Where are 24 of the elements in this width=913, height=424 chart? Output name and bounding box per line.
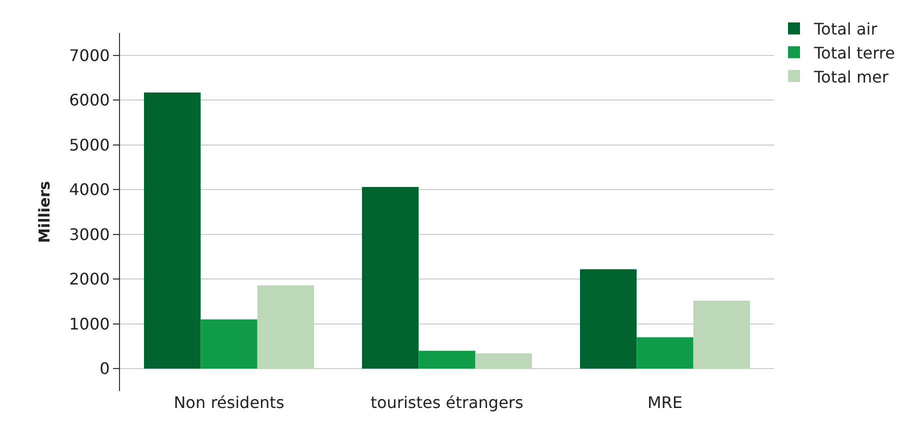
bar — [362, 186, 419, 369]
legend-label: Total terre — [813, 43, 895, 62]
bar — [693, 300, 750, 369]
bar — [636, 337, 694, 369]
y-tick-label: 6000 — [69, 90, 110, 110]
bar — [418, 350, 476, 369]
bar — [257, 285, 314, 369]
bar — [144, 92, 201, 369]
y-tick-label: 2000 — [69, 270, 110, 289]
x-tick-label: touristes étrangers — [370, 393, 524, 412]
x-tick-label: Non résidents — [174, 393, 284, 412]
legend-label: Total air — [813, 20, 878, 39]
y-tick-label: 0 — [100, 359, 110, 378]
bar — [580, 269, 637, 369]
legend-label: Total mer — [813, 67, 889, 86]
x-tick-label: MRE — [647, 393, 683, 412]
bar — [475, 353, 532, 369]
y-tick-label: 3000 — [69, 224, 110, 244]
y-tick-label: 4000 — [69, 180, 110, 200]
y-tick-label: 5000 — [69, 135, 110, 154]
y-axis-title: Milliers — [35, 180, 54, 243]
bar — [200, 319, 258, 369]
y-tick-label: 7000 — [69, 46, 110, 65]
y-tick-label: 1000 — [69, 314, 110, 334]
